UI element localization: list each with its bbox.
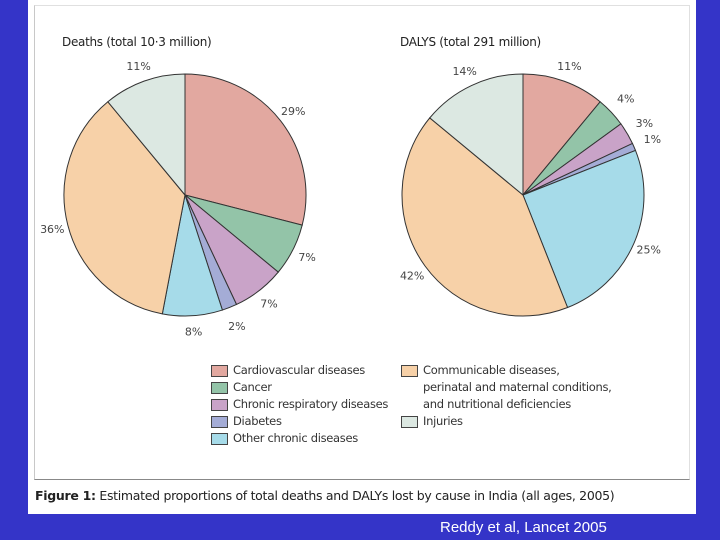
legend-label: Injuries [423,414,463,428]
legend-swatch-cardiovascular [211,365,228,377]
figure-caption: Figure 1: Estimated proportions of total… [35,488,615,503]
legend-label: Chronic respiratory diseases [233,397,389,411]
legend-label: Cardiovascular diseases [233,363,365,377]
caption-label: Figure 1: [35,488,96,503]
citation-credit: Reddy et al, Lancet 2005 [440,519,607,536]
legend-label: Diabetes [233,414,282,428]
pie-slice [107,73,186,197]
figure-frame [34,5,690,480]
slice-label: 29% [281,105,305,118]
slice-label: 36% [40,223,64,236]
pie-slice [401,117,569,317]
slice-label: 25% [637,243,661,256]
pie-slice [63,101,186,315]
slice-label: 8% [185,326,202,339]
legend-swatch-other-chronic [211,433,228,445]
dalys-title: DALYS (total 291 million) [400,35,541,49]
slice-label: 11% [557,60,581,73]
slice-label: 3% [636,117,653,130]
legend-swatch-diabetes [211,416,228,428]
legend-label: perinatal and maternal conditions, [423,380,612,394]
slice-label: 4% [617,92,634,105]
slice-label: 42% [400,270,424,283]
pie-slice [429,73,524,197]
legend-swatch-injuries [401,416,418,428]
slice-label: 7% [260,297,277,310]
legend-label: Communicable diseases, [423,363,560,377]
slice-label: 7% [298,251,315,264]
caption-text: Estimated proportions of total deaths an… [95,488,615,503]
slice-label: 11% [126,60,150,73]
pie-slice [522,149,645,309]
legend-swatch-respiratory [211,399,228,411]
pie-slice [522,73,601,197]
deaths-title: Deaths (total 10·3 million) [62,35,212,49]
slice-label: 2% [228,320,245,333]
legend-label: and nutritional deficiencies [423,397,571,411]
legend-swatch-cancer [211,382,228,394]
slice-label: 1% [644,133,661,146]
legend-swatch-communicable [401,365,418,377]
pie-slice [184,73,307,226]
legend-label: Other chronic diseases [233,431,358,445]
legend-label: Cancer [233,380,272,394]
slice-label: 14% [452,65,476,78]
